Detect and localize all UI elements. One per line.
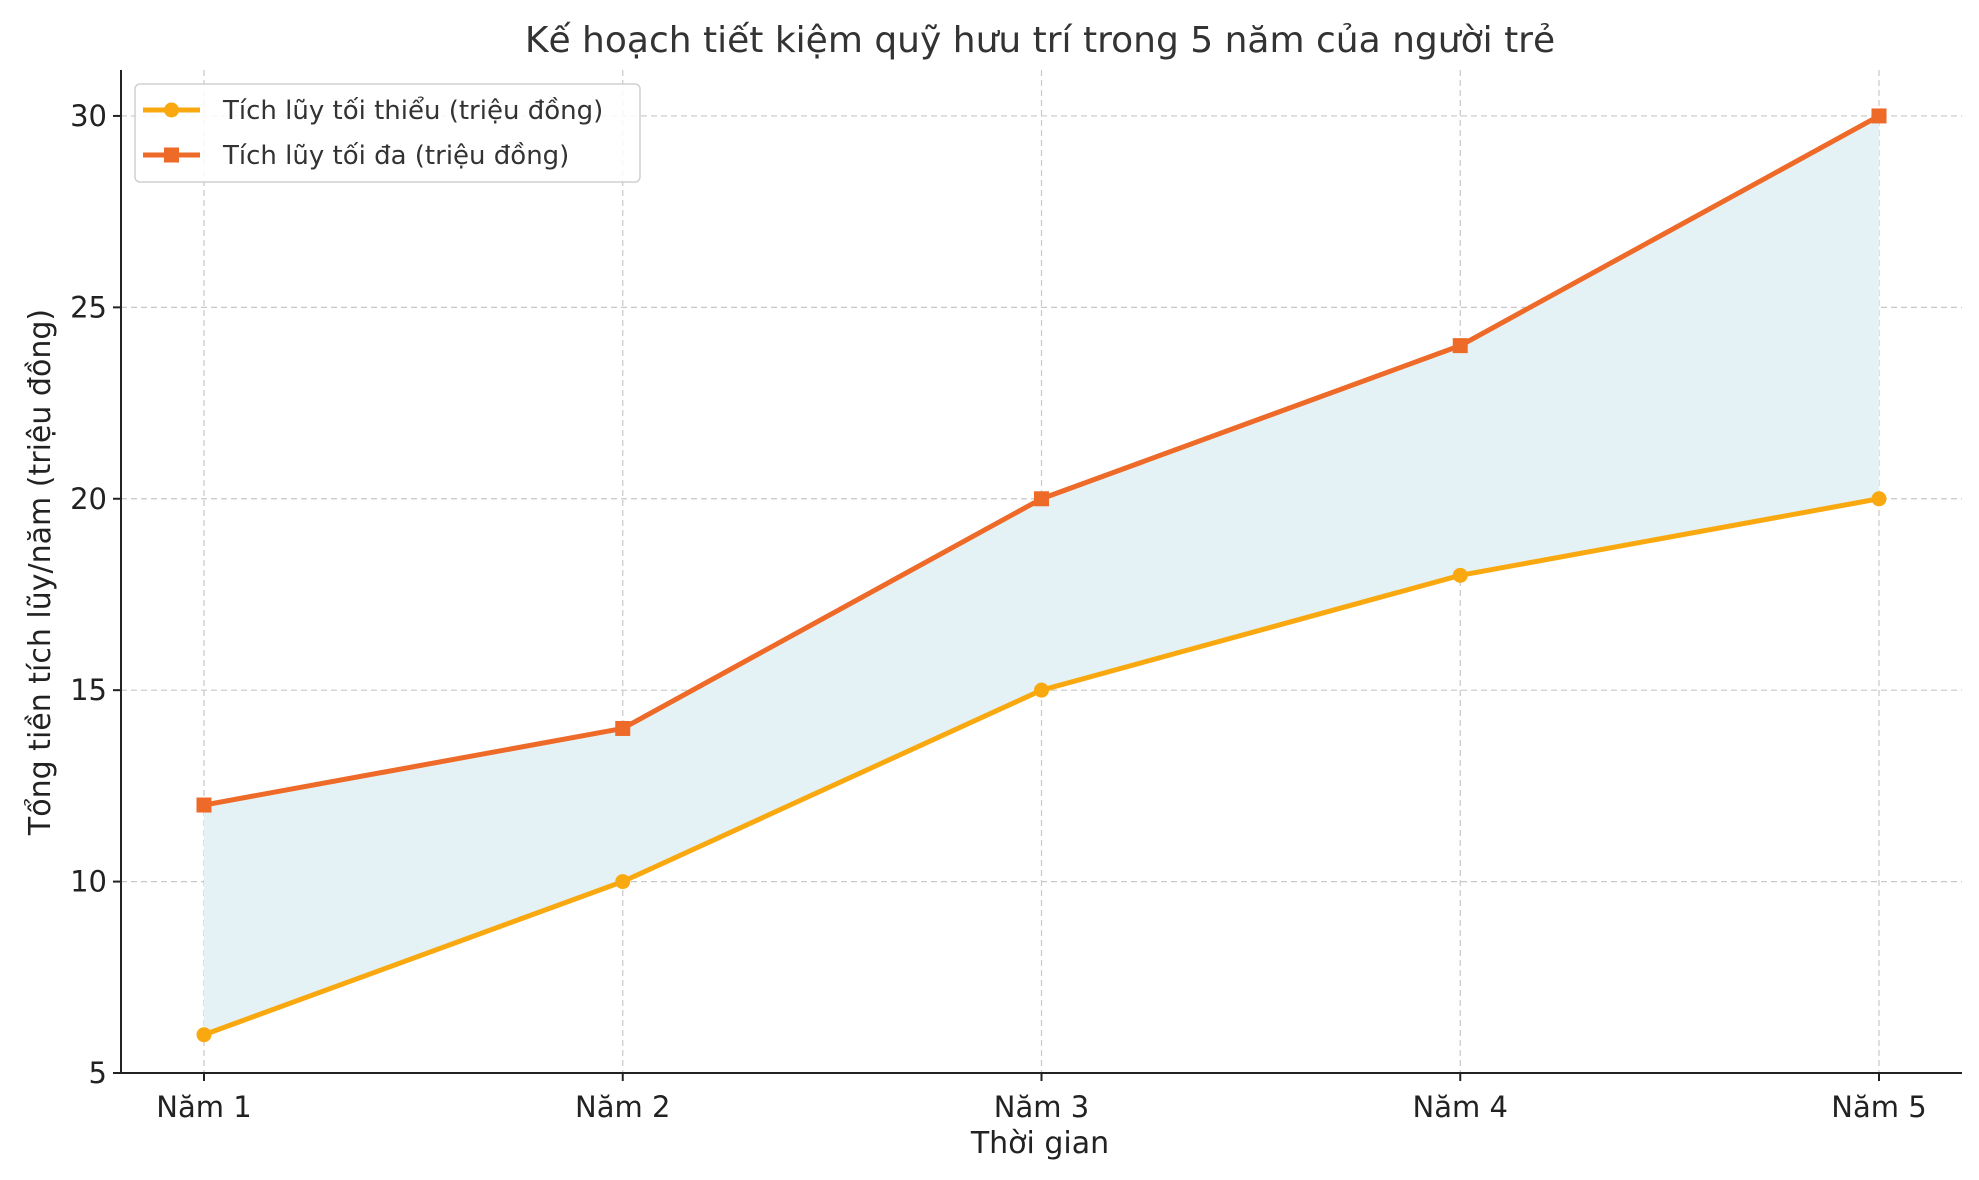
data-point: [196, 1027, 212, 1043]
data-point: [1034, 682, 1049, 698]
legend-marker: [164, 102, 179, 118]
x-tick-label: Năm 4: [1413, 1090, 1508, 1124]
y-tick-label: 25: [70, 290, 107, 324]
data-point: [1871, 108, 1887, 124]
legend-marker: [164, 147, 179, 163]
x-tick-label: Năm 3: [994, 1090, 1089, 1124]
data-point: [1452, 338, 1468, 354]
y-axis-label: Tổng tiền tích lũy/năm (triệu đồng): [22, 309, 58, 836]
chart-title: Kế hoạch tiết kiệm quỹ hưu trí trong 5 n…: [525, 20, 1555, 61]
y-tick-label: 20: [70, 482, 107, 516]
tick-labels: 5 10 15 20 25 30 Năm 1 Năm 2 Năm 3 Năm 4 Năm 5: [70, 99, 1927, 1124]
y-tick-label: 30: [70, 99, 107, 133]
legend-box: [134, 83, 641, 183]
series-lines: [196, 108, 1887, 1043]
legend: Tích lũy tối thiểu (triệu đồng) Tích lũy …: [134, 83, 641, 183]
data-point: [1034, 491, 1049, 507]
data-point: [615, 874, 631, 890]
data-point: [196, 797, 212, 813]
data-point: [1871, 491, 1887, 507]
y-tick-label: 5: [89, 1056, 107, 1090]
legend-label: Tích lũy tối đa (triệu đồng): [222, 141, 569, 171]
data-point: [1452, 567, 1468, 583]
x-axis-label: Thời gian: [970, 1126, 1109, 1161]
y-tick-label: 10: [70, 865, 107, 899]
x-tick-label: Năm 1: [156, 1090, 251, 1124]
legend-label: Tích lũy tối thiểu (triệu đồng): [222, 95, 603, 126]
x-tick-label: Năm 5: [1831, 1090, 1926, 1124]
y-tick-label: 15: [70, 673, 107, 707]
data-point: [615, 720, 631, 736]
x-tick-label: Năm 2: [575, 1090, 670, 1124]
